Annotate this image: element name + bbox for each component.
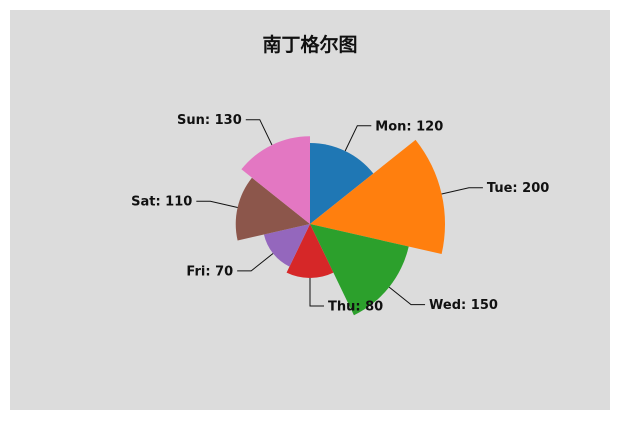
- leader-line-tue: [441, 187, 483, 195]
- leader-line-sun: [245, 119, 273, 146]
- slice-label-sun: Sun: 130: [177, 113, 242, 128]
- leader-line-sat: [196, 200, 238, 208]
- slice-label-mon: Mon: 120: [375, 119, 443, 134]
- slice-wed[interactable]: [310, 224, 409, 316]
- leader-line-thu: [309, 278, 324, 307]
- slice-label-wed: Wed: 150: [429, 298, 498, 313]
- labels-group: Mon: 120 Tue: 200 Wed: 150 Thu: 80 Fri: 70 Sa…: [131, 113, 549, 314]
- leader-line-fri: [237, 253, 274, 272]
- chart-title: 南丁格尔图: [262, 33, 357, 56]
- rose-chart: 南丁格尔图 Mon: 120 Tue: 200 Wed: 150 Thu: 80 Fri…: [131, 33, 549, 316]
- leader-line-wed: [388, 286, 426, 306]
- leader-line-mon: [344, 125, 372, 152]
- slice-thu[interactable]: [286, 224, 334, 278]
- slice-label-tue: Tue: 200: [487, 181, 549, 196]
- slice-fri[interactable]: [263, 224, 310, 267]
- leaders-group: [196, 119, 483, 307]
- slice-label-sat: Sat: 110: [131, 195, 192, 210]
- slice-sat[interactable]: [235, 177, 310, 241]
- slice-sun[interactable]: [241, 136, 310, 224]
- slice-tue[interactable]: [310, 139, 445, 255]
- slice-mon[interactable]: [310, 143, 374, 224]
- slice-label-fri: Fri: 70: [186, 264, 233, 279]
- slices-group: [235, 136, 445, 316]
- chart-panel: 南丁格尔图 Mon: 120 Tue: 200 Wed: 150 Thu: 80 Fri…: [10, 10, 610, 410]
- slice-label-thu: Thu: 80: [328, 300, 383, 315]
